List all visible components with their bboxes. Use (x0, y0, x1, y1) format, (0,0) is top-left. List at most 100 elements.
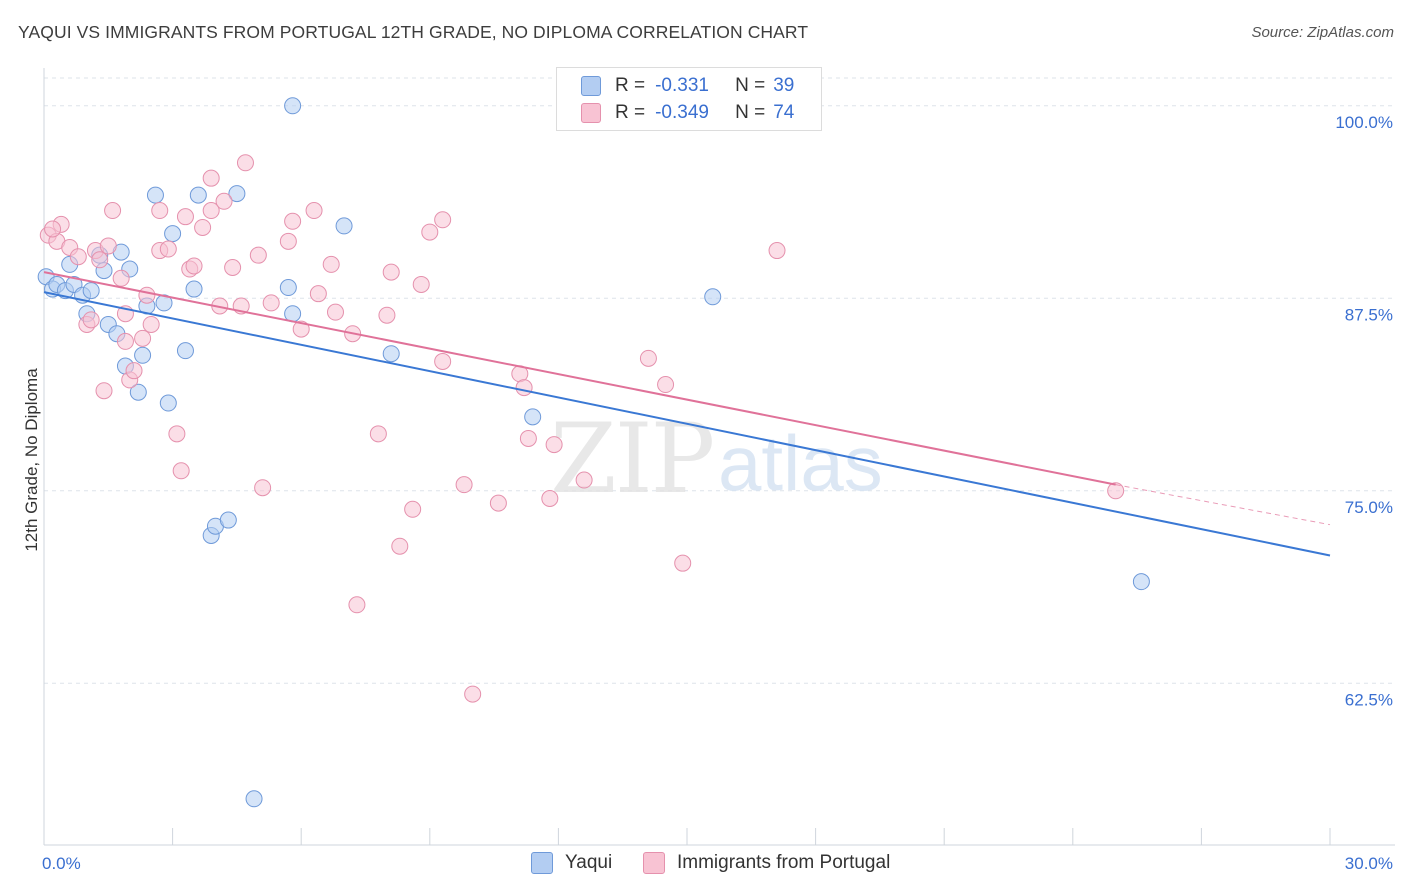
portugal-point (391, 537, 409, 555)
portugal-point (305, 202, 323, 220)
portugal-trend-line (43, 271, 1116, 486)
portugal-point (284, 212, 302, 230)
portugal-point (657, 376, 675, 394)
portugal-point (69, 248, 87, 266)
yaqui-point (704, 288, 722, 306)
legend-row-portugal: R = -0.349 N = 74 (581, 101, 794, 125)
x-tick-label: 30.0% (1345, 854, 1393, 873)
legend-label-portugal: Immigrants from Portugal (677, 852, 891, 873)
yaqui-point (129, 383, 147, 401)
yaqui-point (219, 511, 237, 529)
legend-row-yaqui: R = -0.331 N = 39 (581, 74, 794, 98)
yaqui-point (245, 790, 263, 808)
portugal-point (674, 554, 692, 572)
portugal-point (421, 223, 439, 241)
r-value: -0.331 (655, 75, 709, 96)
portugal-point (215, 192, 233, 210)
legend-item-portugal[interactable]: Immigrants from Portugal (643, 852, 890, 874)
source-label: Source: ZipAtlas.com (1251, 24, 1394, 41)
portugal-point (378, 306, 396, 324)
portugal-points (39, 97, 1125, 703)
yaqui-point (1132, 573, 1150, 591)
portugal-point (82, 311, 100, 329)
portugal-point (99, 237, 117, 255)
yaqui-point (159, 394, 177, 412)
portugal-point (236, 154, 254, 172)
portugal-point (434, 211, 452, 229)
portugal-swatch (643, 852, 665, 874)
y-tick-label: 62.5% (1345, 690, 1393, 709)
portugal-point (412, 275, 430, 293)
portugal-point (172, 462, 190, 480)
x-tick-label: 0.0% (42, 854, 81, 873)
portugal-swatch (581, 103, 601, 123)
watermark-zip: ZIP (550, 403, 713, 515)
y-axis-label: 12th Grade, No Diploma (22, 368, 41, 552)
portugal-point (224, 259, 242, 276)
portugal-point (194, 218, 212, 236)
portugal-point (292, 320, 310, 338)
portugal-point (249, 246, 267, 264)
yaqui-point (284, 97, 302, 115)
portugal-point (176, 208, 194, 226)
yaqui-point (134, 346, 152, 364)
n-value: 39 (773, 75, 795, 96)
portugal-point (519, 429, 537, 447)
yaqui-point (176, 342, 194, 360)
yaqui-point (524, 408, 542, 426)
portugal-point (489, 494, 507, 512)
portugal-point (541, 490, 559, 507)
portugal-point (326, 303, 344, 321)
portugal-point (464, 685, 482, 703)
watermark: ZIP atlas (550, 403, 883, 515)
portugal-point (369, 425, 387, 443)
portugal-point (455, 476, 473, 494)
portugal-point (112, 269, 130, 287)
portugal-point (1107, 482, 1125, 500)
yaqui-point (335, 217, 353, 235)
yaqui-point (164, 225, 182, 243)
portugal-point (104, 202, 122, 220)
series-legend: Yaqui Immigrants from Portugal (0, 852, 1406, 880)
portugal-point (116, 332, 134, 350)
r-label: R = (615, 75, 646, 96)
y-tick-label: 100.0% (1335, 113, 1393, 132)
yaqui-swatch (581, 76, 601, 96)
yaqui-point (82, 282, 100, 300)
legend-label-yaqui: Yaqui (565, 852, 613, 873)
portugal-point (382, 263, 400, 281)
portugal-point (125, 362, 143, 380)
portugal-point (44, 220, 62, 238)
portugal-point (322, 255, 340, 273)
legend-item-yaqui[interactable]: Yaqui (531, 852, 612, 874)
yaqui-point (382, 345, 400, 363)
n-value: 74 (773, 102, 795, 123)
y-tick-label: 75.0% (1345, 498, 1393, 517)
yaqui-point (189, 186, 207, 204)
correlation-legend: R = -0.331 N = 39 R = -0.349 N = 74 (556, 67, 822, 131)
yaqui-point (228, 185, 246, 203)
portugal-point (279, 232, 297, 250)
n-label: N = (735, 102, 766, 123)
yaqui-point (146, 186, 164, 204)
portugal-point (348, 596, 366, 614)
axes (43, 68, 1395, 846)
chart-title: YAQUI VS IMMIGRANTS FROM PORTUGAL 12TH G… (18, 22, 809, 42)
portugal-point (768, 242, 786, 260)
x-tick-labels: 0.0% 30.0% (42, 854, 1393, 873)
portugal-point (91, 251, 109, 269)
y-tick-labels: 62.5% 75.0% 87.5% 100.0% (1335, 113, 1393, 709)
portugal-trend-extension (1115, 484, 1331, 526)
portugal-point (545, 436, 563, 454)
trend-lines (43, 271, 1331, 557)
portugal-point (515, 379, 533, 397)
portugal-point (262, 294, 280, 312)
portugal-point (575, 471, 593, 489)
portugal-point (254, 479, 272, 497)
portugal-point (168, 425, 186, 443)
yaqui-swatch (531, 852, 553, 874)
portugal-point (309, 285, 327, 303)
watermark-atlas: atlas (718, 419, 883, 507)
portugal-point (142, 315, 160, 333)
